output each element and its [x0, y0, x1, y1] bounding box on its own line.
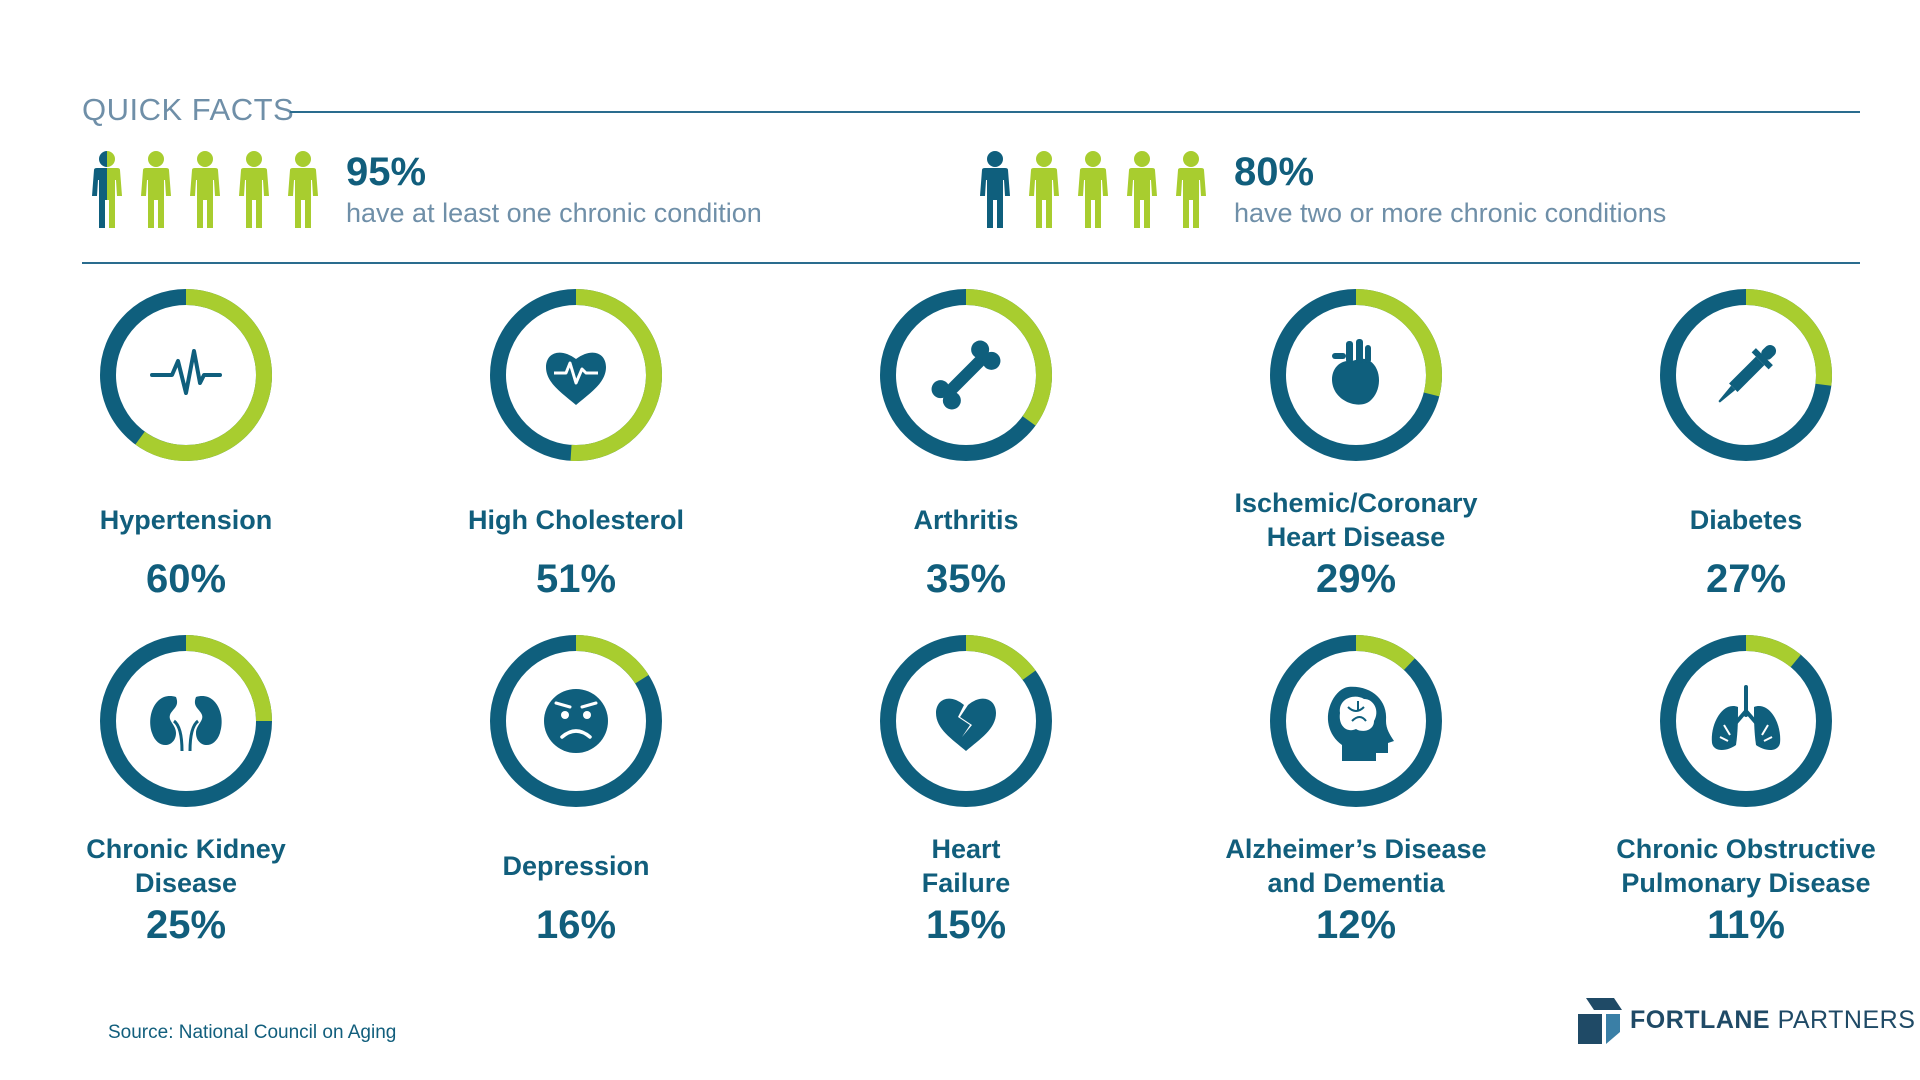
donut-slice — [1660, 635, 1832, 807]
condition-percentage: 51% — [535, 557, 617, 601]
condition-item: Alzheimer’s Disease and Dementia 12% — [1161, 626, 1551, 948]
condition-percentage: 27% — [1705, 557, 1787, 601]
source-note: Source: National Council on Aging — [108, 1022, 397, 1043]
donut-chart — [1270, 289, 1442, 461]
donut-slice — [100, 635, 272, 807]
logo-bold: FORTLANE — [1630, 1006, 1771, 1034]
person-icon — [190, 151, 220, 228]
condition-item: Ischemic/Coronary Heart Disease 29% — [1161, 280, 1551, 602]
sad-face-icon — [544, 689, 608, 753]
fact-percentage: 95% — [346, 150, 427, 194]
person-icon — [1029, 151, 1059, 228]
donut-slice — [880, 289, 1052, 461]
person-icon — [1078, 151, 1108, 228]
person-icon — [141, 151, 171, 228]
donut-slice — [1660, 289, 1832, 461]
donut-chart — [1660, 289, 1832, 461]
fact-percentage: 80% — [1234, 150, 1315, 194]
section-divider — [82, 262, 1860, 264]
donut-chart — [880, 635, 1052, 807]
kidneys-icon — [150, 696, 222, 752]
fact-description: have at least one chronic condition — [346, 198, 762, 228]
condition-item: Arthritis 35% — [771, 280, 1161, 602]
person-icon — [92, 151, 122, 228]
donut-chart — [490, 289, 662, 461]
donut-track — [1660, 635, 1832, 807]
title-rule — [290, 111, 1860, 113]
condition-item: Depression 16% — [381, 626, 771, 948]
condition-label: Hypertension — [99, 505, 273, 535]
logo-text: FORTLANE PARTNERS — [1630, 1006, 1915, 1035]
broken-heart-icon — [936, 698, 996, 751]
bone-icon — [931, 340, 1001, 410]
donut-chart — [880, 289, 1052, 461]
donut-chart — [100, 635, 272, 807]
donut-chart — [490, 635, 662, 807]
condition-percentage: 25% — [145, 903, 227, 947]
donut-slice — [1270, 635, 1442, 807]
lungs-icon — [1711, 685, 1781, 750]
condition-item: Chronic Obstructive Pulmonary Disease 11% — [1551, 626, 1920, 948]
condition-item: Chronic Kidney Disease 25% — [0, 626, 381, 948]
condition-label: High Cholesterol — [467, 505, 684, 535]
donut-slice — [880, 635, 1052, 807]
company-logo: FORTLANE PARTNERS — [1574, 996, 1915, 1046]
donut-slice — [1270, 289, 1442, 461]
condition-label: Depression — [502, 851, 650, 881]
donut-chart — [1660, 635, 1832, 807]
person-icon — [1127, 151, 1157, 228]
condition-label: Alzheimer’s Disease and Dementia — [1225, 834, 1487, 898]
condition-percentage: 35% — [925, 557, 1007, 601]
condition-percentage: 15% — [925, 903, 1007, 947]
condition-label: Diabetes — [1689, 505, 1803, 535]
heart-pulse-icon — [546, 352, 606, 405]
condition-item: High Cholesterol 51% — [381, 280, 771, 602]
donut-chart — [100, 289, 272, 461]
condition-label: Arthritis — [913, 505, 1019, 535]
condition-label: Ischemic/Coronary Heart Disease — [1234, 488, 1478, 552]
condition-item: Diabetes 27% — [1551, 280, 1920, 602]
condition-label: Chronic Kidney Disease — [86, 834, 286, 898]
condition-percentage: 11% — [1707, 903, 1785, 947]
donut-slice — [490, 635, 662, 807]
condition-percentage: 60% — [145, 557, 227, 601]
person-icon — [1176, 151, 1206, 228]
fact-description: have two or more chronic conditions — [1234, 198, 1667, 228]
anatomical-heart-icon — [1332, 339, 1379, 405]
condition-percentage: 29% — [1315, 557, 1397, 601]
logo-light: PARTNERS — [1777, 1006, 1916, 1034]
condition-label: Heart Failure — [921, 834, 1011, 898]
condition-item: Hypertension 60% — [0, 280, 381, 602]
donut-chart — [1270, 635, 1442, 807]
people-icons — [980, 151, 1206, 228]
person-icon — [980, 151, 1010, 228]
brain-head-icon — [1327, 686, 1394, 761]
dropper-icon — [1718, 344, 1777, 403]
people-icons — [92, 151, 318, 228]
pulse-icon — [150, 349, 222, 395]
donut-slice — [490, 289, 662, 461]
condition-percentage: 12% — [1315, 903, 1397, 947]
person-icon — [239, 151, 269, 228]
donut-slice — [100, 289, 272, 461]
page-title: QUICK FACTS — [82, 92, 295, 127]
person-icon — [288, 151, 318, 228]
logo-mark-icon — [1578, 998, 1622, 1044]
condition-item: Heart Failure 15% — [771, 626, 1161, 948]
condition-label: Chronic Obstructive Pulmonary Disease — [1616, 834, 1876, 898]
condition-percentage: 16% — [535, 903, 617, 947]
